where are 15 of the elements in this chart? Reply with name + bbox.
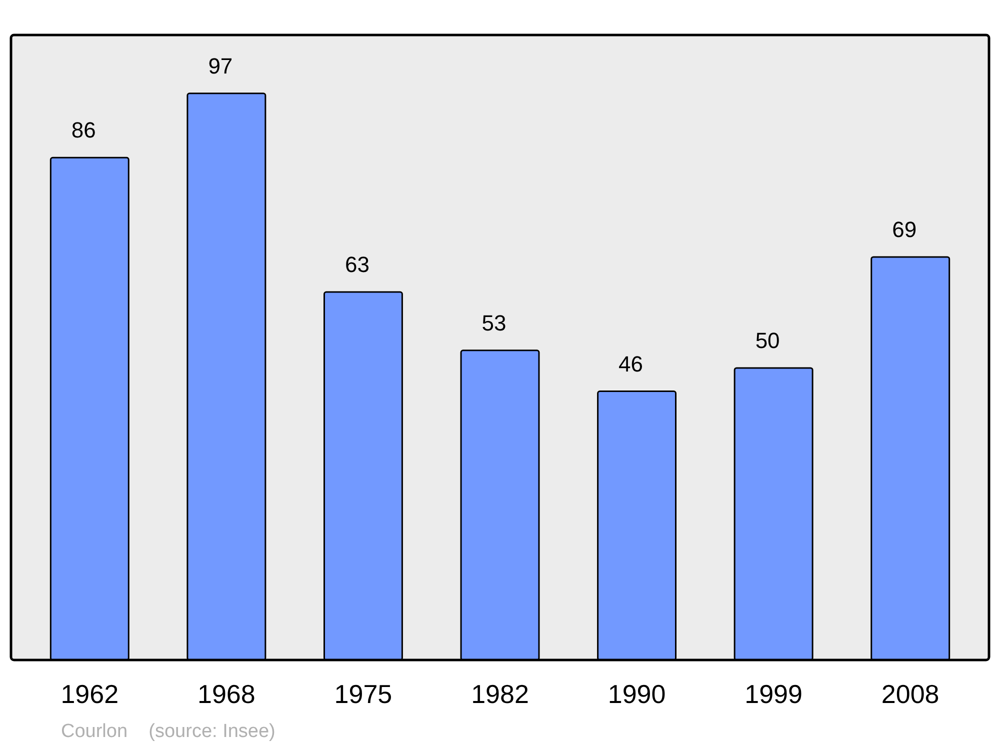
data-label: 86 [71, 118, 96, 143]
x-tick-label: 1962 [60, 679, 119, 709]
x-tick-label: 1999 [744, 679, 802, 709]
x-tick-label: 1975 [334, 679, 392, 709]
x-tick-label: 1968 [198, 679, 256, 709]
x-tick-label: 2008 [881, 679, 940, 709]
data-label: 69 [892, 216, 917, 242]
data-label: 63 [344, 252, 370, 278]
text: Courlon (source: Insee) [61, 721, 276, 742]
x-tick-label: 1990 [608, 679, 666, 709]
data-label: 50 [755, 328, 780, 353]
data-label: 53 [482, 310, 506, 336]
data-label: 97 [208, 53, 233, 78]
data-label: 46 [618, 351, 644, 376]
x-tick-label: 1982 [471, 679, 529, 709]
